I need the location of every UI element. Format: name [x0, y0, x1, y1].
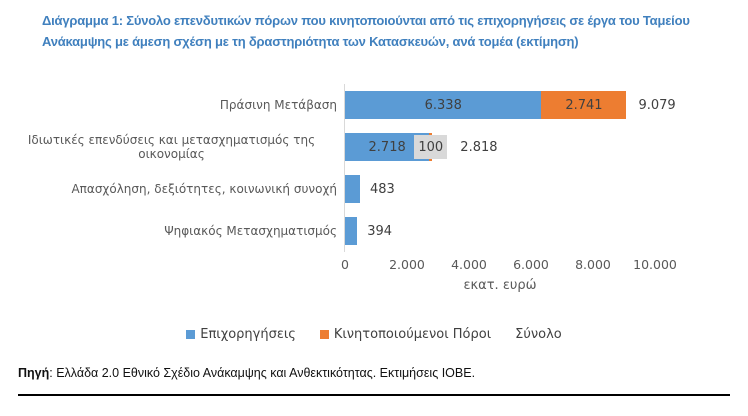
- x-axis-unit-label: εκατ. ευρώ: [463, 278, 537, 293]
- x-axis-tick: 8.000: [575, 257, 611, 272]
- source-text: : Ελλάδα 2.0 Εθνικό Σχέδιο Ανάκαμψης και…: [49, 366, 476, 380]
- legend-item: Κινητοποιούμενοι Πόροι: [319, 327, 492, 342]
- category-label-text: Πράσινη Μετάβαση: [219, 98, 337, 112]
- mobilized-value-label: 2.741: [565, 97, 603, 113]
- x-axis-tick: 10.000: [633, 257, 677, 272]
- bar-segment-mobilized: [541, 91, 627, 119]
- chart-title-line2: Ανάκαμψης με άμεση σχέση με τη δραστηριό…: [42, 34, 579, 49]
- x-axis-tick: 4.000: [451, 257, 487, 272]
- plot-area: 6.338 2.741 9.079 2.718 100 2.818 483 394: [344, 84, 748, 252]
- category-labels: Πράσινη Μετάβαση Ιδιωτικές επενδύσεις και…: [0, 84, 344, 252]
- source-note: Πηγή: Ελλάδα 2.0 Εθνικό Σχέδιο Ανάκαμψης…: [18, 366, 730, 380]
- bar-segment-grants: [345, 217, 358, 245]
- category-label-text: Ιδιωτικές επενδύσεις και μετασχηματισμός…: [27, 133, 316, 161]
- legend-swatch: [319, 330, 329, 339]
- total-value-label: 9.079: [638, 97, 676, 113]
- category-label-text: Ψηφιακός Μετασχηματισμός: [164, 224, 337, 238]
- chart-row: 394: [345, 210, 748, 252]
- x-axis: 0 2.000 4.000 6.000 8.000 10.000: [341, 257, 748, 275]
- bar-chart: Πράσινη Μετάβαση Ιδιωτικές επενδύσεις και…: [0, 84, 748, 293]
- category-label: Απασχόληση, δεξιότητες, κοινωνική συνοχή: [0, 168, 344, 210]
- category-label: Ιδιωτικές επενδύσεις και μετασχηματισμός…: [0, 126, 344, 168]
- grants-value-label: 394: [367, 223, 393, 239]
- chart-title-line1: Διάγραμμα 1: Σύνολο επενδυτικών πόρων πο…: [42, 13, 690, 28]
- grants-value-label: 6.338: [424, 97, 462, 113]
- chart-row: 2.718 100 2.818: [345, 126, 748, 168]
- chart-title: Διάγραμμα 1: Σύνολο επενδυτικών πόρων πο…: [42, 10, 738, 52]
- chart-row: 483: [345, 168, 748, 210]
- bar-segment-grants: [345, 175, 360, 203]
- mobilized-value-label-box: 100: [414, 135, 448, 159]
- x-axis-tick: 6.000: [513, 257, 549, 272]
- category-label: Ψηφιακός Μετασχηματισμός: [0, 210, 344, 252]
- bar-segment-grants: [345, 91, 542, 119]
- category-label: Πράσινη Μετάβαση: [0, 84, 344, 126]
- x-axis-tick: 2.000: [389, 257, 425, 272]
- total-value-label: 2.818: [460, 139, 498, 155]
- x-axis-tick: 0: [341, 257, 349, 272]
- source-label: Πηγή: [18, 366, 50, 380]
- legend-item: Επιχορηγήσεις: [186, 327, 296, 342]
- chart-row: 6.338 2.741 9.079: [345, 84, 748, 126]
- grants-value-label: 483: [369, 181, 395, 197]
- legend: Επιχορηγήσεις Κινητοποιούμενοι Πόροι Σύνολ…: [0, 327, 748, 342]
- legend-label: Σύνολο: [515, 327, 562, 342]
- legend-swatch: [186, 330, 196, 339]
- category-label-text: Απασχόληση, δεξιότητες, κοινωνική συνοχή: [71, 182, 337, 196]
- grants-value-label: 2.718: [368, 139, 406, 155]
- legend-item: Σύνολο: [515, 327, 562, 342]
- bottom-divider: [18, 394, 730, 396]
- legend-label: Επιχορηγήσεις: [200, 327, 296, 342]
- legend-label: Κινητοποιούμενοι Πόροι: [333, 327, 492, 342]
